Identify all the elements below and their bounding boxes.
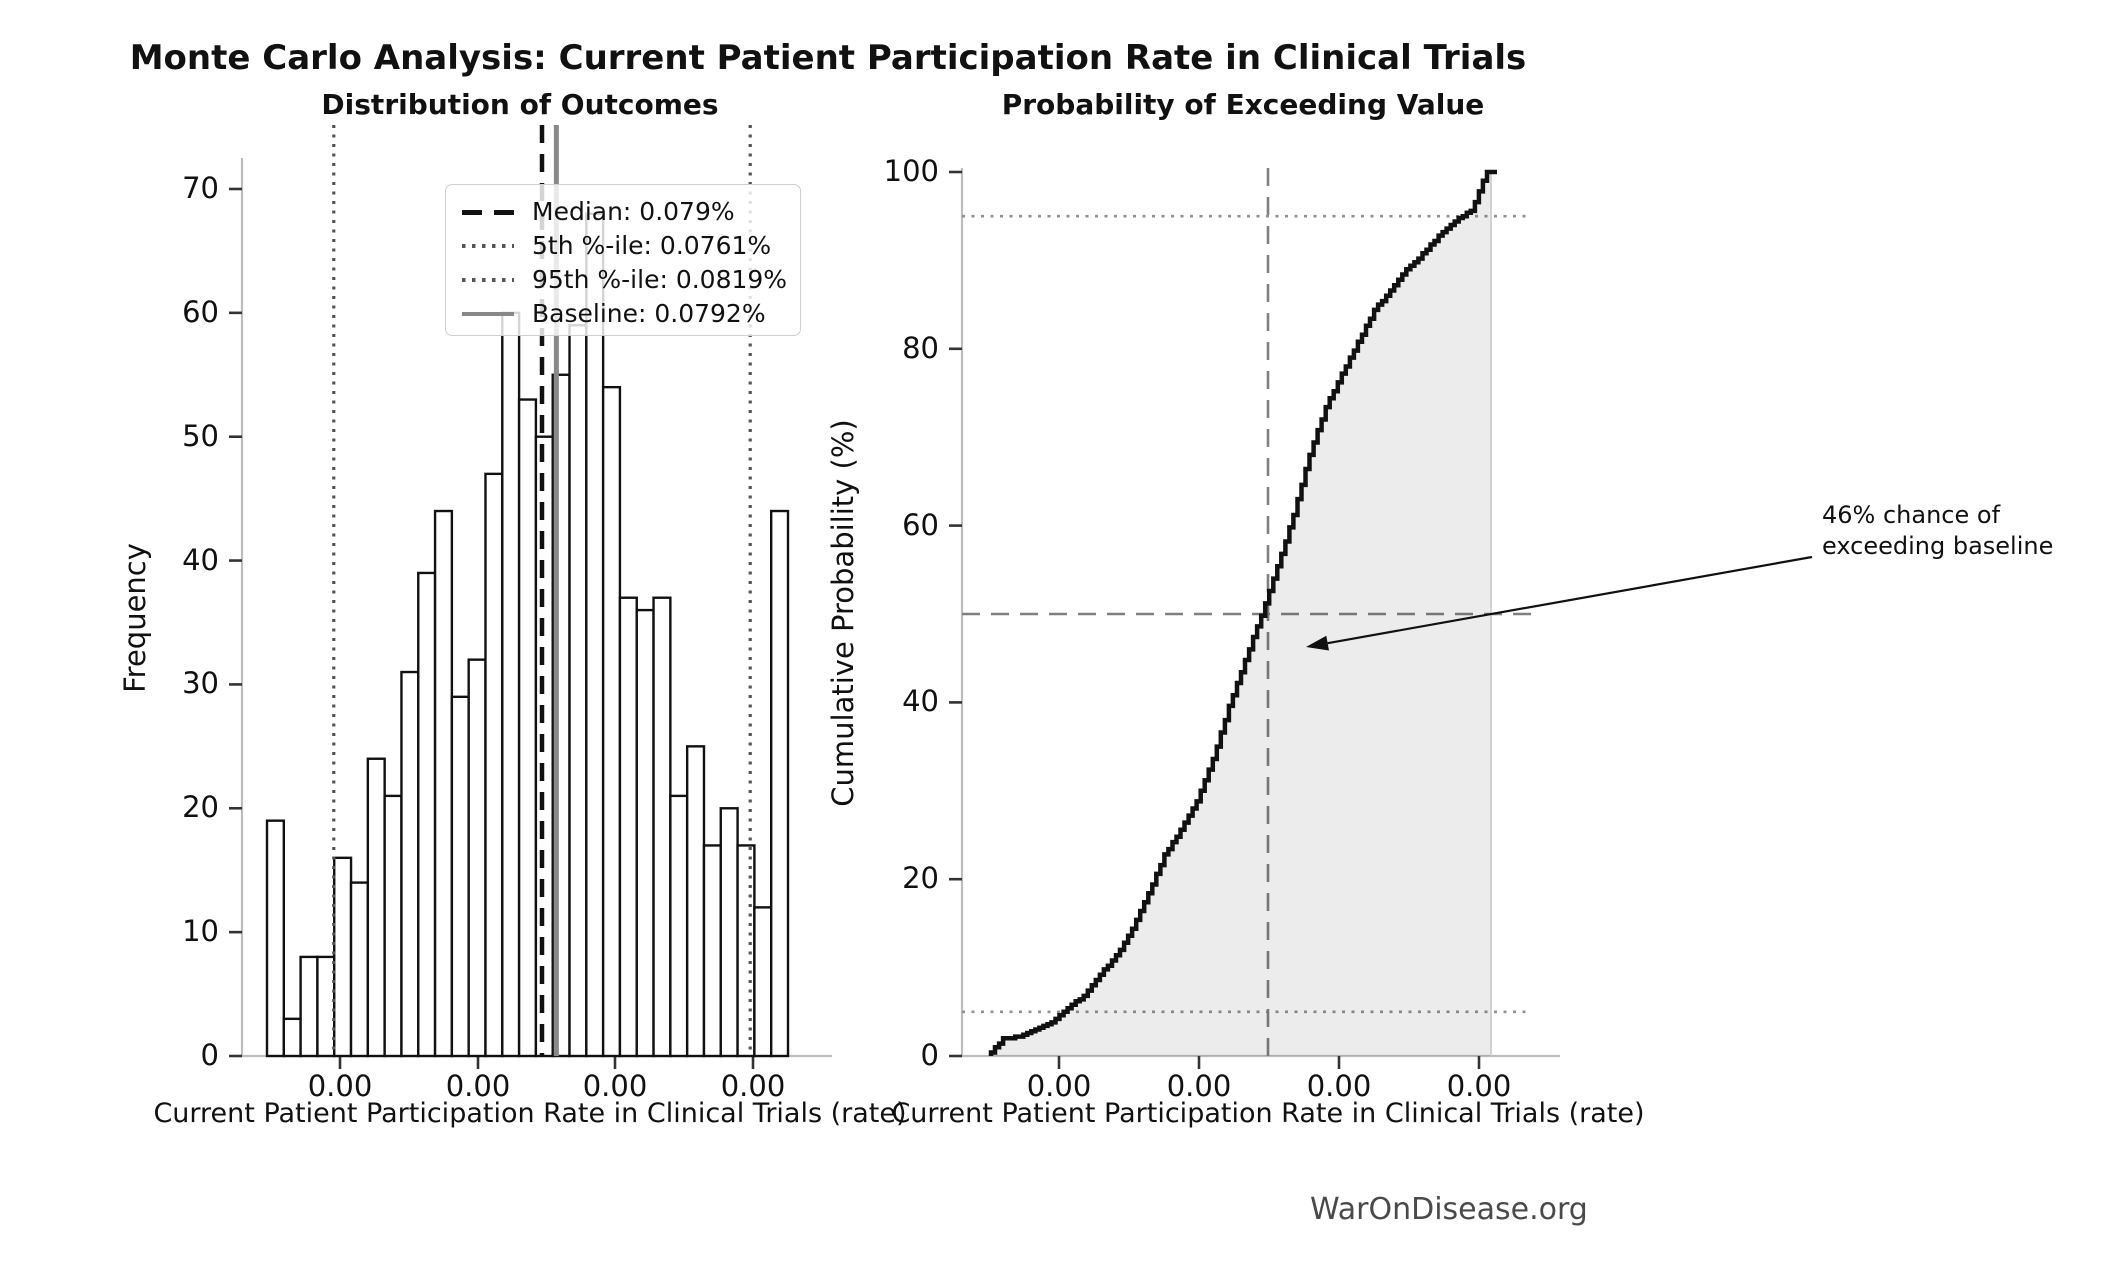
histogram-bar xyxy=(702,844,722,1058)
histogram-bar xyxy=(719,807,739,1058)
histogram-bar xyxy=(400,670,420,1058)
y-tick-label: 0 xyxy=(920,1038,939,1072)
cdf-fill-area xyxy=(991,172,1491,1056)
histogram-bar xyxy=(736,844,756,1058)
y-tick-label: 30 xyxy=(182,666,219,701)
left-x-axis-label: Current Patient Participation Rate in Cl… xyxy=(153,1098,907,1129)
annotation-arrowhead xyxy=(1306,635,1329,651)
legend: Median: 0.079% 5th %-ile: 0.0761% 95th %… xyxy=(445,184,801,336)
histogram-bar xyxy=(635,608,655,1058)
x-tick-label: 0.00 xyxy=(445,1069,511,1103)
right-y-axis-label: Cumulative Probability (%) xyxy=(826,419,860,807)
left-plot-title: Distribution of Outcomes xyxy=(321,88,719,121)
histogram-bar xyxy=(467,658,487,1058)
y-tick-label: 60 xyxy=(902,507,939,542)
histogram-bar xyxy=(282,1017,302,1058)
y-tick-label: 50 xyxy=(182,418,219,453)
histogram-bar xyxy=(568,324,588,1058)
histogram-bar xyxy=(433,509,454,1058)
x-tick-label: 0.00 xyxy=(1166,1069,1232,1103)
legend-item-median: Median: 0.079% xyxy=(462,195,784,229)
histogram-bar xyxy=(685,745,706,1058)
legend-item-p95: 95th %-ile: 0.0819% xyxy=(462,263,788,297)
histogram-bar xyxy=(601,385,622,1058)
y-tick-label: 80 xyxy=(902,330,939,365)
histogram-bar xyxy=(366,757,386,1058)
y-tick-label: 10 xyxy=(182,914,219,949)
cdf-annotation: 46% chance of exceeding baseline xyxy=(1822,500,2053,562)
histogram-bar xyxy=(585,212,605,1058)
x-tick-label: 0.00 xyxy=(1306,1069,1372,1103)
solid-line-icon xyxy=(462,312,514,316)
histogram-bar xyxy=(299,955,319,1058)
dashed-line-icon xyxy=(462,209,514,215)
y-tick-label: 20 xyxy=(182,790,219,825)
x-tick-label: 0.00 xyxy=(1446,1069,1512,1103)
histogram-bar xyxy=(450,695,470,1058)
histogram-bar xyxy=(769,509,790,1058)
x-tick-label: 0.00 xyxy=(1026,1069,1092,1103)
histogram-bar xyxy=(316,955,336,1058)
annotation-line-2: exceeding baseline xyxy=(1822,532,2054,560)
figure-title: Monte Carlo Analysis: Current Patient Pa… xyxy=(129,38,1527,78)
y-tick-label: 70 xyxy=(182,170,219,205)
annotation-arrow-line xyxy=(1327,555,1813,645)
right-x-axis-label: Current Patient Participation Rate in Cl… xyxy=(891,1098,1645,1129)
y-tick-label: 0 xyxy=(200,1038,219,1072)
x-tick-label: 0.00 xyxy=(307,1069,373,1103)
y-tick-label: 20 xyxy=(902,861,939,896)
histogram-bar xyxy=(333,856,353,1058)
dotted-line-icon xyxy=(462,244,514,248)
histogram-bar xyxy=(753,906,773,1058)
legend-item-p5: 5th %-ile: 0.0761% xyxy=(462,229,784,263)
histogram-bar xyxy=(484,472,504,1058)
y-tick-label: 60 xyxy=(182,294,219,329)
legend-item-label: 95th %-ile: 0.0819% xyxy=(532,265,788,294)
histogram-bar xyxy=(652,596,672,1058)
histogram-bar xyxy=(618,596,638,1058)
legend-item-label: Baseline: 0.0792% xyxy=(532,299,766,328)
histogram-bar xyxy=(383,794,403,1058)
histogram-bar xyxy=(501,311,521,1058)
y-tick-label: 40 xyxy=(902,684,939,719)
annotation-line-1: 46% chance of xyxy=(1822,501,2001,529)
dotted-line-icon xyxy=(462,278,514,282)
legend-item-label: Median: 0.079% xyxy=(532,197,735,226)
watermark: WarOnDisease.org xyxy=(1310,1192,1588,1227)
histogram-bar xyxy=(417,571,437,1058)
right-plot-title: Probability of Exceeding Value xyxy=(1001,88,1485,121)
cdf-curve xyxy=(988,169,1497,1056)
x-tick-label: 0.00 xyxy=(720,1069,786,1103)
y-tick-label: 100 xyxy=(883,154,939,188)
x-tick-label: 0.00 xyxy=(582,1069,648,1103)
histogram-bar xyxy=(265,819,286,1058)
histogram-bar xyxy=(517,398,538,1058)
legend-item-baseline: Baseline: 0.0792% xyxy=(462,297,784,331)
histogram-bar xyxy=(349,881,370,1058)
histogram-bar xyxy=(534,435,554,1058)
y-tick-label: 40 xyxy=(182,542,219,577)
histogram-bar xyxy=(669,794,689,1058)
legend-item-label: 5th %-ile: 0.0761% xyxy=(532,231,772,260)
